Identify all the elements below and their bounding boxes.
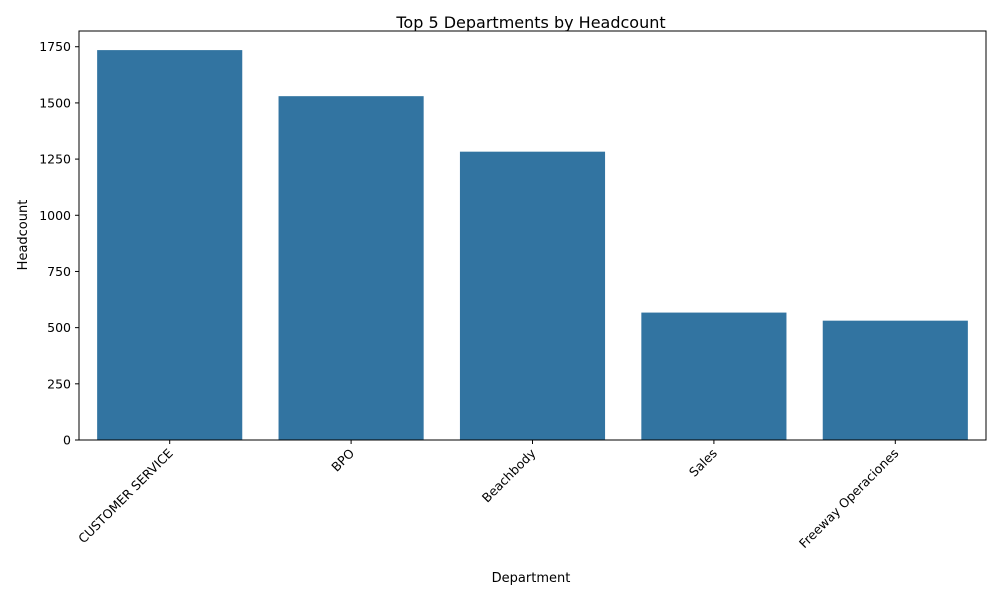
y-tick-label-5: 1250 bbox=[39, 152, 71, 167]
y-tick-label-7: 1750 bbox=[39, 39, 71, 54]
x-tick-label-4: Freeway Operaciones bbox=[796, 446, 901, 551]
x-tick-label-1: BPO bbox=[328, 445, 357, 474]
bar-1 bbox=[278, 96, 424, 441]
bar-2 bbox=[459, 151, 606, 440]
y-tick-label-2: 500 bbox=[47, 320, 71, 335]
chart-title: Top 5 Departments by Headcount bbox=[395, 13, 665, 32]
y-tick-label-3: 750 bbox=[47, 264, 71, 279]
y-tick-label-0: 0 bbox=[63, 433, 71, 448]
x-tick-label-2: Beachbody bbox=[479, 445, 539, 505]
bars-group bbox=[97, 50, 968, 441]
plot-frame bbox=[78, 30, 987, 441]
bar-0 bbox=[97, 50, 243, 440]
y-axis-ticks: 0 250 500 750 1000 1250 1500 1750 bbox=[39, 39, 79, 448]
x-axis-label: Department bbox=[492, 571, 571, 586]
x-tick-label-3: Sales bbox=[686, 446, 720, 480]
y-tick-label-1: 250 bbox=[47, 376, 71, 391]
y-axis-label: Headcount bbox=[16, 200, 31, 271]
x-tick-label-0: CUSTOMER SERVICE bbox=[75, 445, 176, 546]
bar-3 bbox=[641, 312, 787, 440]
y-tick-label-6: 1500 bbox=[39, 95, 71, 110]
x-axis-ticks: CUSTOMER SERVICE BPO Beachbody Sales Freeway… bbox=[75, 440, 901, 551]
bar-4 bbox=[822, 320, 968, 440]
y-tick-label-4: 1000 bbox=[39, 208, 71, 223]
